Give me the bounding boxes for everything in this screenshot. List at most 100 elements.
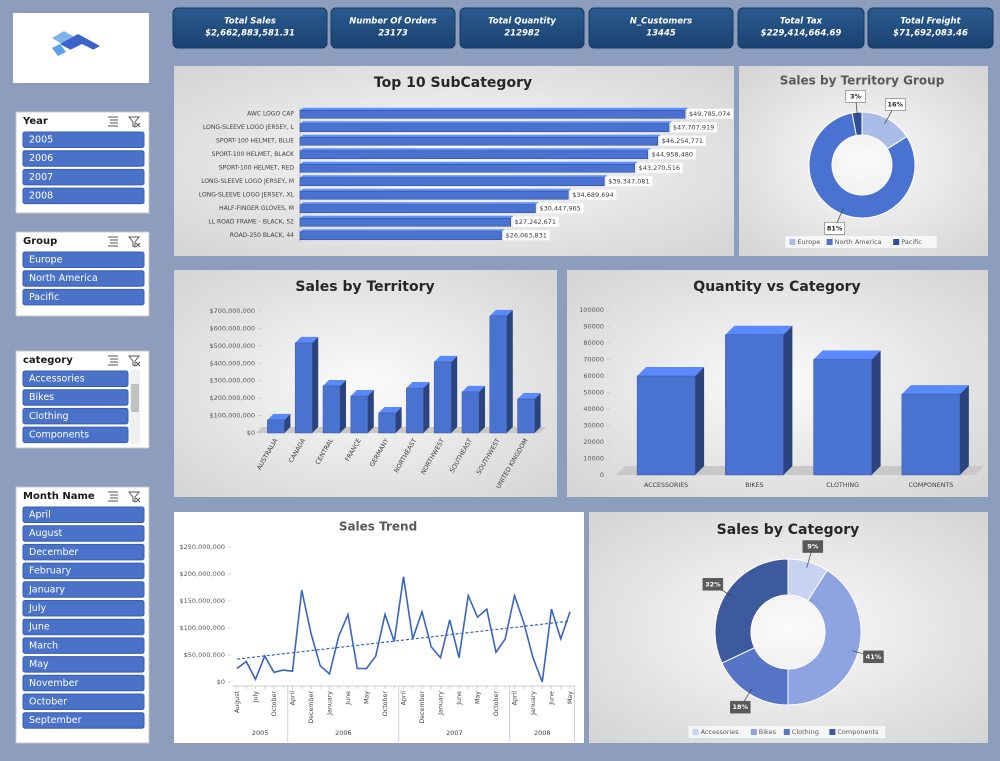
legend-label: Bikes	[759, 728, 777, 736]
slicer-item[interactable]	[22, 656, 145, 673]
legend-swatch	[750, 729, 757, 735]
slicer-item[interactable]	[22, 187, 145, 205]
slicer-item[interactable]	[22, 506, 145, 523]
legend-swatch	[829, 729, 836, 735]
legend-swatch	[692, 729, 699, 735]
slicer-item-label: 2005	[29, 135, 53, 146]
legend-label: Europe	[797, 238, 820, 246]
slicer-item-label: Clothing	[29, 411, 69, 422]
x-tick-label: January	[530, 691, 537, 716]
y-tick-label: LONG-SLEEVE LOGO JERSEY, L	[203, 124, 295, 131]
x-tick-label: December	[308, 691, 315, 724]
slicer-item[interactable]	[22, 426, 129, 444]
data-label: 41%	[866, 653, 882, 661]
legend-swatch	[783, 729, 790, 735]
floor	[616, 466, 984, 475]
legend-label: Accessories	[701, 728, 740, 736]
data-label: $47,707,919	[673, 123, 714, 131]
slicer-item[interactable]	[22, 712, 145, 729]
clear-filter-icon[interactable]	[127, 116, 141, 128]
bar	[433, 361, 452, 434]
slicer-item-label: January	[28, 584, 65, 595]
data-label: $46,254,771	[662, 137, 703, 145]
data-label: 81%	[827, 224, 843, 232]
data-label: $39,347,081	[608, 177, 649, 185]
slicer-item[interactable]	[22, 131, 145, 148]
slicer-item-label: 2006	[29, 153, 53, 164]
kpi-card	[330, 7, 456, 49]
multi-select-icon[interactable]	[108, 236, 118, 247]
scrollbar-thumb	[131, 384, 139, 412]
clear-filter-icon[interactable]	[127, 355, 141, 367]
kpi-title: Number Of Orders	[349, 17, 436, 27]
bar-top	[300, 134, 661, 138]
clear-filter-icon[interactable]	[127, 491, 141, 503]
x-tick-label: January	[438, 691, 445, 716]
bar-top	[350, 390, 374, 397]
bar-side	[284, 413, 291, 433]
kpi-value: $2,662,883,581.31	[205, 29, 295, 39]
slicer-item[interactable]	[22, 693, 145, 710]
slicer-item[interactable]	[22, 270, 145, 287]
slicer-item[interactable]	[22, 389, 129, 406]
multi-select-icon[interactable]	[108, 355, 118, 366]
y-tick-label: 30000	[583, 422, 604, 430]
legend-label: Clothing	[792, 728, 819, 736]
slicer-item[interactable]	[22, 562, 145, 580]
bar-top	[300, 107, 688, 111]
slicer-item[interactable]	[22, 637, 145, 654]
slicer-item-label: April	[29, 510, 51, 521]
bar-top	[517, 393, 541, 400]
bar-side	[783, 325, 793, 475]
y-tick-label: $700,000,000	[210, 307, 256, 315]
slicer-item-label: June	[28, 622, 50, 633]
kpi-title: N_Customers	[630, 17, 693, 27]
bar	[461, 391, 480, 434]
slicer-item[interactable]	[22, 251, 145, 268]
slicer-item[interactable]	[22, 543, 145, 561]
x-tick-label: ACCESSORIES	[644, 482, 688, 489]
slicer-item[interactable]	[22, 407, 129, 425]
data-label: 18%	[733, 703, 749, 711]
slicer-item-label: Components	[29, 430, 89, 441]
bar	[299, 150, 648, 160]
y-tick-label: HALF-FINGER GLOVES, M	[219, 205, 294, 212]
x-tick-label: May	[567, 691, 574, 704]
x-tick-label: BIKES	[745, 482, 763, 489]
bar	[378, 412, 396, 434]
slicer-item[interactable]	[22, 288, 145, 306]
y-tick-label: 80000	[583, 339, 604, 347]
bar	[299, 109, 686, 119]
x-tick-label: December	[419, 691, 426, 724]
bar-top	[267, 413, 291, 420]
slicer-item[interactable]	[22, 370, 129, 387]
slicer-item-label: Europe	[29, 255, 63, 266]
multi-select-icon[interactable]	[108, 491, 118, 502]
bar	[299, 204, 536, 214]
bar-top	[300, 229, 505, 232]
data-label-box	[659, 135, 706, 146]
kpi-card	[172, 7, 328, 49]
slicer-item-label: North America	[29, 273, 98, 284]
data-label: 32%	[705, 580, 721, 588]
slicer-item[interactable]	[22, 150, 145, 167]
legend-label: Pacific	[901, 238, 922, 246]
slicer-item[interactable]	[22, 674, 145, 692]
slicer-item[interactable]	[22, 600, 145, 617]
slicer-item[interactable]	[22, 168, 145, 186]
panel	[174, 66, 734, 256]
trendline	[236, 620, 571, 660]
slicer-item[interactable]	[22, 581, 145, 598]
slicer-item[interactable]	[22, 525, 145, 542]
chart-title: Sales by Territory	[295, 279, 434, 295]
bar-top	[300, 161, 638, 165]
bar	[350, 395, 369, 434]
chart-title: Sales Trend	[339, 520, 417, 534]
slicer-item[interactable]	[22, 618, 145, 636]
data-label-box	[802, 540, 824, 553]
bar	[267, 419, 285, 434]
kpi-value: 23173	[378, 29, 408, 39]
legend-swatch	[893, 239, 900, 245]
multi-select-icon[interactable]	[108, 116, 118, 127]
clear-filter-icon[interactable]	[127, 236, 141, 248]
